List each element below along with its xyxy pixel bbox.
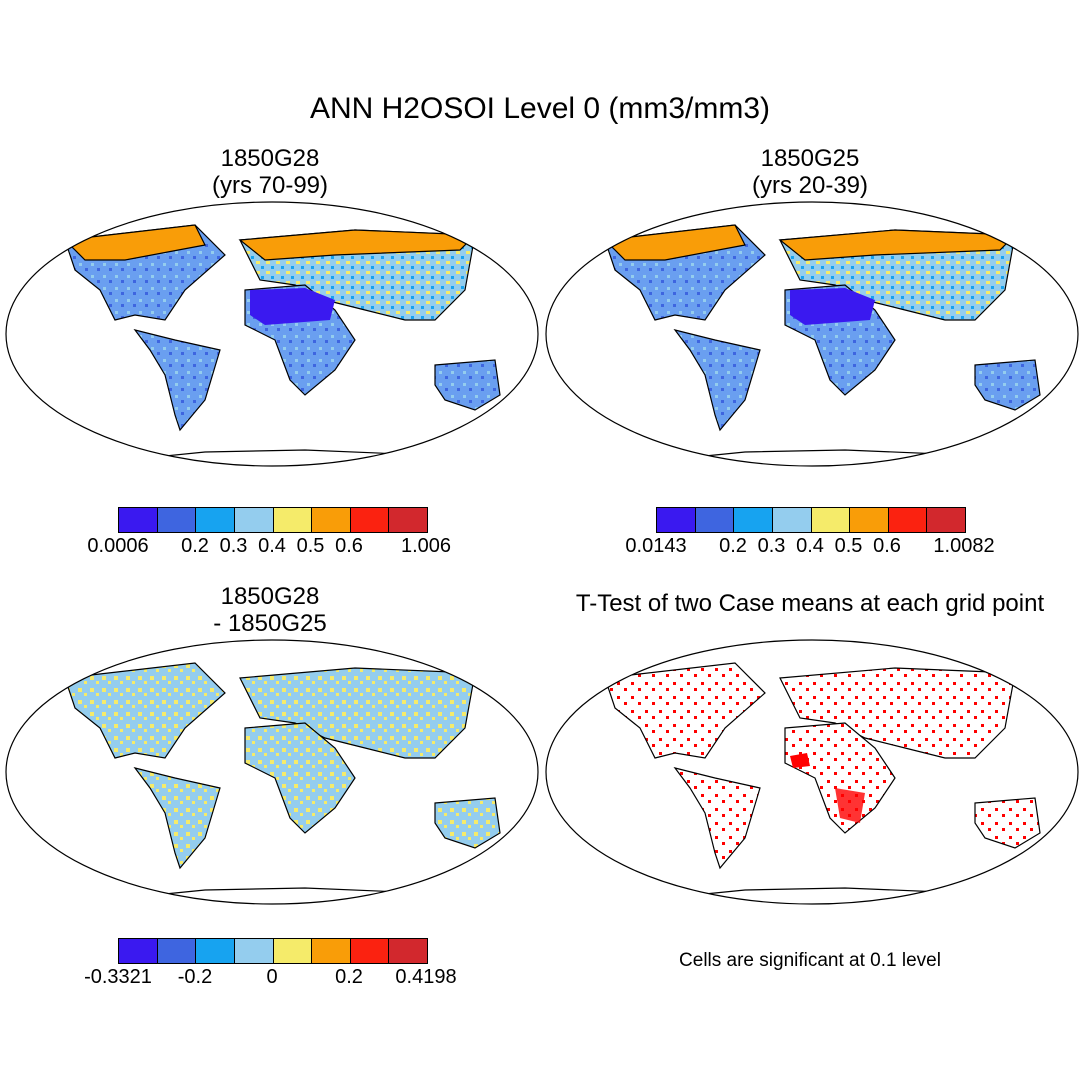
colorbar-swatch [234, 508, 274, 532]
colorbar-swatch [119, 939, 158, 963]
colorbar-1850g25 [656, 507, 966, 533]
panel-title-1850g28: 1850G28 (yrs 70-99) [90, 145, 450, 199]
colorbar-tick-label: 0.3 [219, 535, 248, 557]
significance-note: Cells are significant at 0.1 level [679, 950, 941, 971]
panel-title-difference: 1850G28 - 1850G25 [90, 583, 450, 637]
colorbar-tick-label: 0 [266, 966, 278, 988]
colorbar-swatch [273, 508, 313, 532]
colorbar-swatch [350, 508, 390, 532]
panel-title-line1: 1850G28 [220, 583, 320, 610]
colorbar-tick-label: 1.0082 [933, 535, 995, 557]
colorbar-swatch [772, 508, 812, 532]
figure-title: ANN H2OSOI Level 0 (mm3/mm3) [309, 92, 771, 125]
colorbar-swatch [811, 508, 851, 532]
colorbar-ticks-1850g25: 0.0143 0.2 0.3 0.4 0.5 0.6 1.0082 [625, 535, 994, 559]
panel-title-line2: (yrs 20-39) [751, 172, 869, 199]
panel-title-line1: 1850G25 [760, 145, 860, 172]
colorbar-swatch [389, 508, 427, 532]
colorbar-ticks-difference: -0.3321 -0.2 0 0.2 0.4198 [84, 966, 457, 990]
colorbar-swatch [657, 508, 696, 532]
colorbar-swatch [927, 508, 965, 532]
colorbar-tick-label: 0.2 [335, 966, 363, 988]
colorbar-tick-label: 0.3 [757, 535, 786, 557]
colorbar-tick-label: 0.5 [834, 535, 863, 557]
colorbar-swatch [350, 939, 390, 963]
colorbar-tick-label: 0.6 [335, 535, 363, 557]
map-panel-1850g28 [5, 201, 539, 467]
colorbar-tick-label: 0.2 [719, 535, 747, 557]
colorbar-difference [118, 938, 428, 964]
colorbar-tick-label: 0.0006 [87, 535, 149, 557]
colorbar-swatch [888, 508, 928, 532]
colorbar-tick-label: -0.2 [177, 966, 213, 988]
panel-title-line1: T-Test of two Case means at each grid po… [575, 590, 1045, 617]
panel-title-line1: 1850G28 [220, 145, 320, 172]
colorbar-tick-label: 0.0143 [625, 535, 687, 557]
colorbar-swatch [734, 508, 773, 532]
map-panel-1850g25 [545, 201, 1079, 467]
colorbar-swatch [312, 508, 351, 532]
panel-title-line2: - 1850G25 [213, 610, 327, 637]
panel-title-1850g25: 1850G25 (yrs 20-39) [630, 145, 990, 199]
colorbar-swatch [389, 939, 427, 963]
colorbar-tick-label: 1.006 [400, 535, 452, 557]
panel-title-ttest: T-Test of two Case means at each grid po… [540, 590, 1080, 617]
colorbar-tick-label: 0.4 [796, 535, 824, 557]
colorbar-tick-label: 0.4 [258, 535, 286, 557]
colorbar-tick-label: -0.3321 [84, 966, 152, 988]
colorbar-swatch [695, 508, 735, 532]
colorbar-swatch [312, 939, 351, 963]
colorbar-swatch [273, 939, 313, 963]
colorbar-ticks-1850g28: 0.0006 0.2 0.3 0.4 0.5 0.6 1.006 [87, 535, 451, 559]
colorbar-swatch [196, 939, 235, 963]
colorbar-tick-label: 0.6 [873, 535, 901, 557]
colorbar-tick-label: 0.4198 [395, 966, 457, 988]
colorbar-tick-label: 0.2 [181, 535, 209, 557]
map-panel-difference [5, 639, 539, 905]
colorbar-tick-label: 0.5 [296, 535, 325, 557]
map-panel-ttest [545, 639, 1079, 905]
panel-title-line2: (yrs 70-99) [211, 172, 329, 199]
colorbar-swatch [234, 939, 274, 963]
colorbar-swatch [850, 508, 889, 532]
colorbar-swatch [196, 508, 235, 532]
colorbar-swatch [119, 508, 158, 532]
colorbar-1850g28 [118, 507, 428, 533]
colorbar-swatch [157, 508, 197, 532]
colorbar-swatch [157, 939, 197, 963]
